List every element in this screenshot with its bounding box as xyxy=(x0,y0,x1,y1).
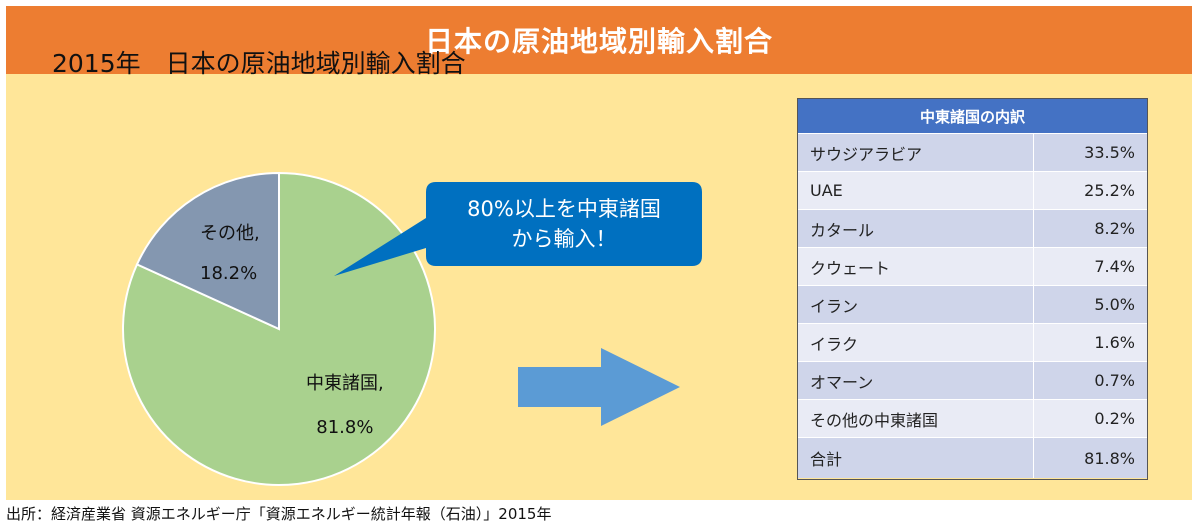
row-name: イラク xyxy=(798,324,1034,361)
slice-other-value: 18.2% xyxy=(200,263,258,284)
row-value: 8.2% xyxy=(1094,219,1135,238)
table-body: サウジアラビア 33.5% UAE 25.2% カタール 8.2% クウェート 7.4%… xyxy=(798,134,1147,478)
pie-label-middle-east: 中東諸国, 81.8% xyxy=(306,362,384,450)
table-total-row: 合計 81.8% xyxy=(798,438,1147,478)
row-value: 7.4% xyxy=(1094,257,1135,276)
row-name: イラン xyxy=(798,286,1034,323)
middle-east-breakdown-table: 中東諸国の内訳 サウジアラビア 33.5% UAE 25.2% カタール 8.2% ク… xyxy=(797,98,1148,480)
table-row: その他の中東諸国 0.2% xyxy=(798,400,1147,438)
table-row: カタール 8.2% xyxy=(798,210,1147,248)
table-header: 中東諸国の内訳 xyxy=(798,99,1147,134)
slice-middle-east-name: 中東諸国 xyxy=(306,373,378,394)
source-footnote: 出所：経済産業省 資源エネルギー庁「資源エネルギー統計年報（石油）」2015年 xyxy=(6,505,552,523)
total-value: 81.8% xyxy=(1084,448,1135,468)
row-value: 1.6% xyxy=(1094,333,1135,352)
pie-slice-other xyxy=(135,171,280,331)
table-row: オマーン 0.7% xyxy=(798,362,1147,400)
table-row: UAE 25.2% xyxy=(798,172,1147,210)
row-name: クウェート xyxy=(798,248,1034,285)
table-row: イラク 1.6% xyxy=(798,324,1147,362)
row-name: サウジアラビア xyxy=(798,134,1034,171)
row-value: 0.2% xyxy=(1094,409,1135,428)
slice-middle-east-value: 81.8% xyxy=(316,417,374,438)
row-value: 5.0% xyxy=(1094,295,1135,314)
total-name: 合計 xyxy=(798,438,1034,478)
table-row: サウジアラビア 33.5% xyxy=(798,134,1147,172)
chart-title: 2015年 日本の原油地域別輸入割合 xyxy=(52,49,466,78)
slice-other-name: その他 xyxy=(200,223,254,244)
page-title: 日本の原油地域別輸入割合 xyxy=(424,25,773,58)
row-name: UAE xyxy=(798,172,1034,209)
row-value: 33.5% xyxy=(1084,143,1135,162)
row-value: 0.7% xyxy=(1094,371,1135,390)
row-name: オマーン xyxy=(798,362,1034,399)
callout-text: 80%以上を中東諸国 から輸入！ xyxy=(467,197,661,251)
pie-label-other: その他, 18.2% xyxy=(200,214,260,294)
row-name: カタール xyxy=(798,210,1034,247)
page-header: 日本の原油地域別輸入割合 xyxy=(6,6,1192,74)
table-row: クウェート 7.4% xyxy=(798,248,1147,286)
row-value: 25.2% xyxy=(1084,181,1135,200)
row-name: その他の中東諸国 xyxy=(798,400,1034,437)
table-row: イラン 5.0% xyxy=(798,286,1147,324)
